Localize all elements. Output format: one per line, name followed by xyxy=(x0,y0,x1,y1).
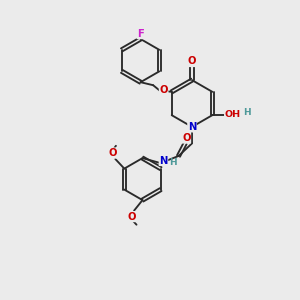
Text: H: H xyxy=(169,158,176,167)
Text: O: O xyxy=(159,85,168,95)
Text: O: O xyxy=(182,133,190,143)
Text: F: F xyxy=(137,28,144,39)
Text: O: O xyxy=(188,56,196,67)
Text: O: O xyxy=(109,148,117,158)
Text: OH: OH xyxy=(225,110,241,119)
Text: N: N xyxy=(188,122,196,132)
Text: N: N xyxy=(159,155,168,166)
Text: O: O xyxy=(128,212,136,222)
Text: H: H xyxy=(243,108,251,117)
